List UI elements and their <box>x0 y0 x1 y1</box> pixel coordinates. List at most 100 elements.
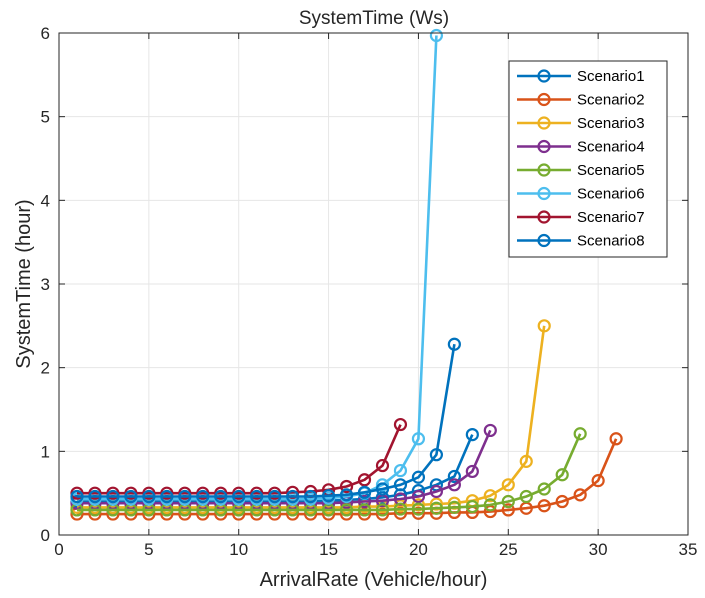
data-point <box>88 489 102 504</box>
data-point <box>196 489 210 504</box>
data-point <box>375 503 390 517</box>
legend-label: Scenario7 <box>577 209 645 226</box>
x-axis-label: ArrivalRate (Vehicle/hour) <box>260 569 488 591</box>
x-tick-label: 30 <box>589 540 608 559</box>
data-point <box>375 507 390 521</box>
y-tick-label: 5 <box>41 108 50 127</box>
data-point <box>519 489 533 504</box>
x-tick-label: 0 <box>54 540 63 559</box>
data-point <box>465 499 479 514</box>
data-point <box>537 319 551 333</box>
legend-item: Scenario7 <box>517 209 645 226</box>
data-point <box>160 489 174 504</box>
data-point <box>250 489 264 504</box>
data-point <box>447 469 461 484</box>
data-point <box>286 489 300 504</box>
data-point <box>357 494 372 509</box>
data-point <box>447 337 461 351</box>
legend-item: Scenario1 <box>517 68 645 85</box>
y-tick-label: 3 <box>41 275 50 294</box>
data-point <box>447 496 461 510</box>
x-tick-label: 15 <box>319 540 338 559</box>
data-point <box>393 417 408 432</box>
data-point <box>537 499 551 513</box>
x-tick-label: 35 <box>679 540 698 559</box>
data-point <box>232 489 246 504</box>
data-point <box>411 432 426 446</box>
data-point <box>357 503 372 517</box>
data-point <box>555 468 569 482</box>
data-point <box>483 423 497 438</box>
data-point <box>393 463 408 478</box>
series-line <box>77 424 402 495</box>
data-point <box>501 503 515 517</box>
data-point <box>483 489 497 503</box>
data-point <box>375 482 390 496</box>
data-point <box>429 497 443 511</box>
x-tick-label: 25 <box>499 540 518 559</box>
data-point <box>573 427 587 441</box>
legend-swatch-marker <box>537 210 551 224</box>
data-point <box>70 489 84 504</box>
data-point <box>375 458 390 473</box>
legend-swatch-marker <box>537 139 551 154</box>
data-point <box>465 428 479 442</box>
legend-swatch-marker <box>537 163 551 177</box>
legend-item: Scenario5 <box>517 162 645 179</box>
data-point <box>501 494 515 509</box>
data-point <box>286 485 300 499</box>
legend: Scenario1 Scenario2 Scenario3 Scenario4 Scen… <box>508 60 668 258</box>
legend-label: Scenario1 <box>577 68 645 85</box>
data-point <box>214 489 228 504</box>
data-point <box>304 489 318 504</box>
series-line <box>77 343 456 498</box>
legend-swatch-marker <box>537 116 551 130</box>
data-point <box>321 489 336 503</box>
data-point <box>519 454 533 468</box>
data-point <box>591 474 605 488</box>
y-tick-label: 4 <box>41 191 50 210</box>
legend-label: Scenario3 <box>577 115 645 132</box>
data-point <box>339 488 354 502</box>
data-point <box>537 482 551 496</box>
legend-swatch-marker <box>537 233 551 248</box>
data-point <box>429 448 443 462</box>
axis-ticks: 0 5 10 15 20 25 30 35 0 1 2 3 4 5 6 <box>41 24 698 559</box>
data-point <box>447 478 461 492</box>
legend-label: Scenario2 <box>577 92 645 109</box>
legend-item: Scenario2 <box>517 92 645 109</box>
data-point <box>411 506 426 520</box>
data-point <box>411 489 426 504</box>
legend-label: Scenario4 <box>577 139 645 156</box>
legend-swatch-marker <box>537 186 551 201</box>
data-point <box>339 479 354 494</box>
data-point <box>483 498 497 512</box>
data-point <box>142 489 156 504</box>
data-point <box>411 470 426 484</box>
legend-label: Scenario6 <box>577 186 645 203</box>
y-tick-label: 0 <box>41 526 50 545</box>
data-point <box>573 488 587 502</box>
legend-item: Scenario8 <box>517 233 645 250</box>
series-line <box>77 438 618 516</box>
data-point <box>429 484 443 499</box>
data-point <box>178 489 192 504</box>
data-point <box>357 485 372 499</box>
data-point <box>393 506 408 520</box>
y-tick-label: 6 <box>41 24 50 43</box>
data-point <box>393 502 408 516</box>
data-point <box>357 473 372 487</box>
data-point <box>357 507 372 521</box>
legend-swatch-marker <box>537 92 551 107</box>
data-point <box>106 489 120 504</box>
data-point <box>555 494 569 509</box>
y-axis-label: SystemTime (hour) <box>13 199 35 368</box>
data-point <box>447 500 461 514</box>
data-point <box>393 478 408 492</box>
data-point <box>411 502 426 516</box>
x-tick-label: 20 <box>409 540 428 559</box>
legend-item: Scenario4 <box>517 139 645 156</box>
data-point <box>124 489 138 504</box>
y-tick-label: 2 <box>41 359 50 378</box>
